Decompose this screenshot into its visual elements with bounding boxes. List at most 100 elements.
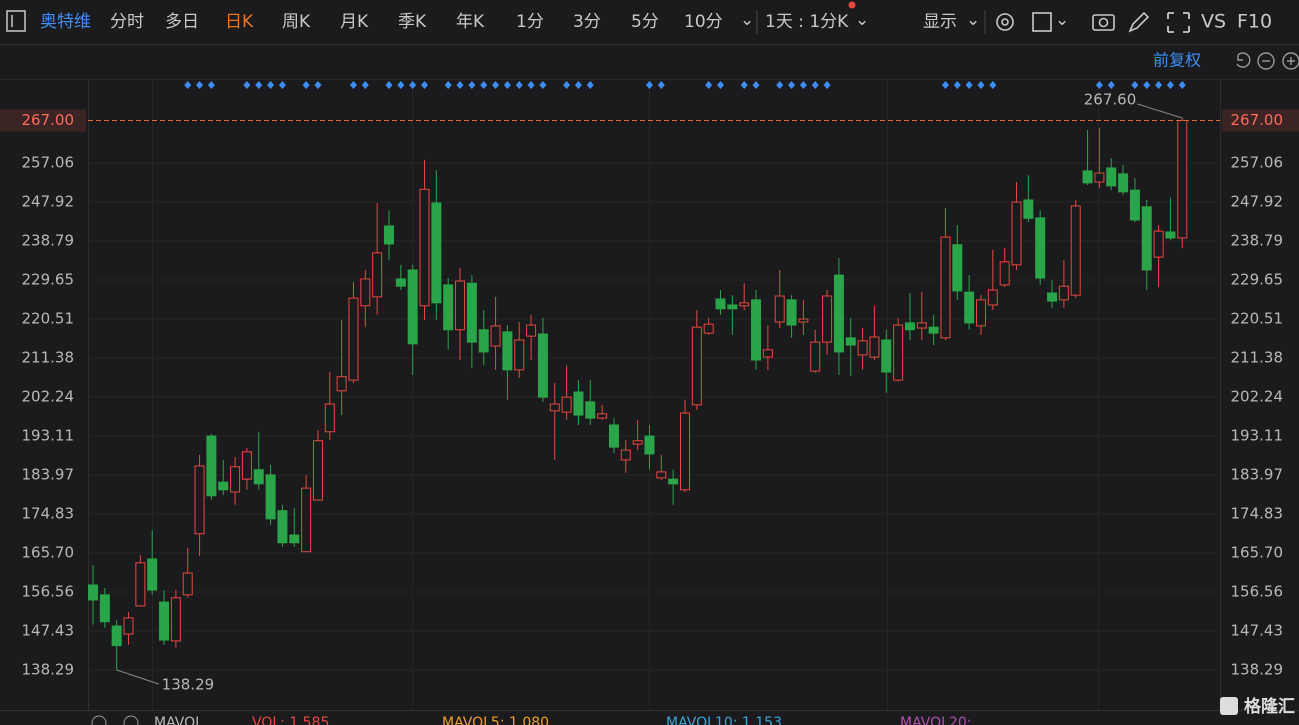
candle-body [1141,206,1152,271]
settings-icon-core [1001,18,1009,26]
watermark-logo [1220,697,1238,715]
y2-tick-label: 229.65 [1231,270,1284,288]
menu-icon[interactable] [6,10,26,32]
candle-body [1058,285,1069,301]
candle-body [774,295,785,323]
y2-tick-label: 202.24 [1231,388,1284,406]
candle-body [431,202,442,304]
candle-body [466,282,477,343]
signal-marker [1166,81,1174,89]
candle-body [656,471,667,479]
footer-icon[interactable] [91,715,107,725]
y2-tick-label: 147.43 [1231,621,1284,639]
signal-marker [255,81,263,89]
signal-marker [645,81,653,89]
dropdown-caret[interactable]: ⌄ [855,10,869,30]
current-price-box [1222,109,1299,132]
layout-icon[interactable] [1032,12,1052,32]
period-tab[interactable]: 周K [282,12,311,32]
candle-body [99,594,110,623]
fullscreen-icon[interactable] [1167,12,1190,33]
candle-body [786,299,797,326]
y2-tick-label: 193.11 [1231,426,1284,444]
vs-button[interactable]: VS [1201,11,1226,33]
candle-body [490,325,501,347]
display-button[interactable]: 显示 [923,12,957,32]
candle-body [668,478,679,485]
settings-icon[interactable] [996,13,1014,31]
zoom-out-icon[interactable] [1257,52,1275,70]
candle-body [384,225,394,245]
signal-marker [977,81,985,89]
candle-body [135,562,146,607]
period-tab[interactable]: 10分 [684,12,723,32]
signal-marker [302,81,310,89]
period-tab[interactable]: 1分 [516,12,544,32]
y2-tick-label: 257.06 [1231,153,1284,171]
signal-marker [1107,81,1115,89]
signal-marker [361,81,369,89]
y-tick-label: 229.65 [22,270,75,288]
current-price-box [0,109,86,132]
zoom-in-icon[interactable] [1282,52,1299,70]
camera-icon[interactable] [1092,14,1115,31]
y2-tick-label: 138.29 [1231,661,1284,679]
signal-marker [278,81,286,89]
period-tab[interactable]: 季K [398,12,427,32]
footer-icon[interactable] [123,715,139,725]
y2-tick-label: 156.56 [1231,583,1284,601]
period-tab[interactable]: 月K [340,12,369,32]
signal-marker [1095,81,1103,89]
y-tick-label: 257.06 [22,153,75,171]
annotation-label: 267.60 [1084,90,1137,108]
period-tab[interactable]: 分时 [110,12,144,32]
signal-marker [563,81,571,89]
candle-body [1129,189,1140,221]
undo-icon[interactable] [1236,52,1251,68]
y-tick-label: 193.11 [22,426,75,444]
candle-body [703,323,714,334]
candle-body [904,322,915,331]
candle-body [159,601,170,641]
period-select[interactable]: 1天 : 1分K [765,12,849,32]
candle-body [312,440,323,501]
candle-body [526,324,537,337]
signal-marker [989,81,997,89]
candle-body [478,329,489,353]
signal-marker [1131,81,1139,89]
y2-tick-label: 247.92 [1231,193,1284,211]
candle-body [1070,205,1081,296]
signal-marker [788,81,796,89]
candle-body [324,403,335,433]
signal-marker [527,81,535,89]
stock-name[interactable]: 奥特维 [40,12,91,32]
signal-marker [1143,81,1151,89]
candle-body [514,339,525,371]
signal-marker [953,81,961,89]
candle-body [218,481,229,491]
adjust-button[interactable]: 前复权 [1153,51,1201,70]
candle-body [561,396,572,413]
period-tab[interactable]: 多日 [165,12,199,32]
candle-body [987,289,998,306]
f10-button[interactable]: F10 [1237,11,1272,33]
signal-marker [385,81,393,89]
period-tab[interactable]: 年K [456,12,485,32]
pen-icon[interactable] [1128,11,1150,33]
period-tab[interactable]: 5分 [631,12,659,32]
y-tick-label: 202.24 [22,388,75,406]
annotation-leader [1137,103,1183,119]
signal-marker [717,81,725,89]
y-tick-label: 138.29 [22,661,75,679]
period-tab[interactable]: 3分 [573,12,601,32]
dropdown-caret[interactable]: ⌄ [740,10,754,30]
signal-marker [349,81,357,89]
signal-marker [492,81,500,89]
candle-body [762,349,773,358]
period-tab[interactable]: 日K [225,12,254,32]
annotation-leader [116,669,159,685]
candle-body [241,451,252,480]
candle-body [940,236,951,339]
y-tick-label: 156.56 [22,583,75,601]
